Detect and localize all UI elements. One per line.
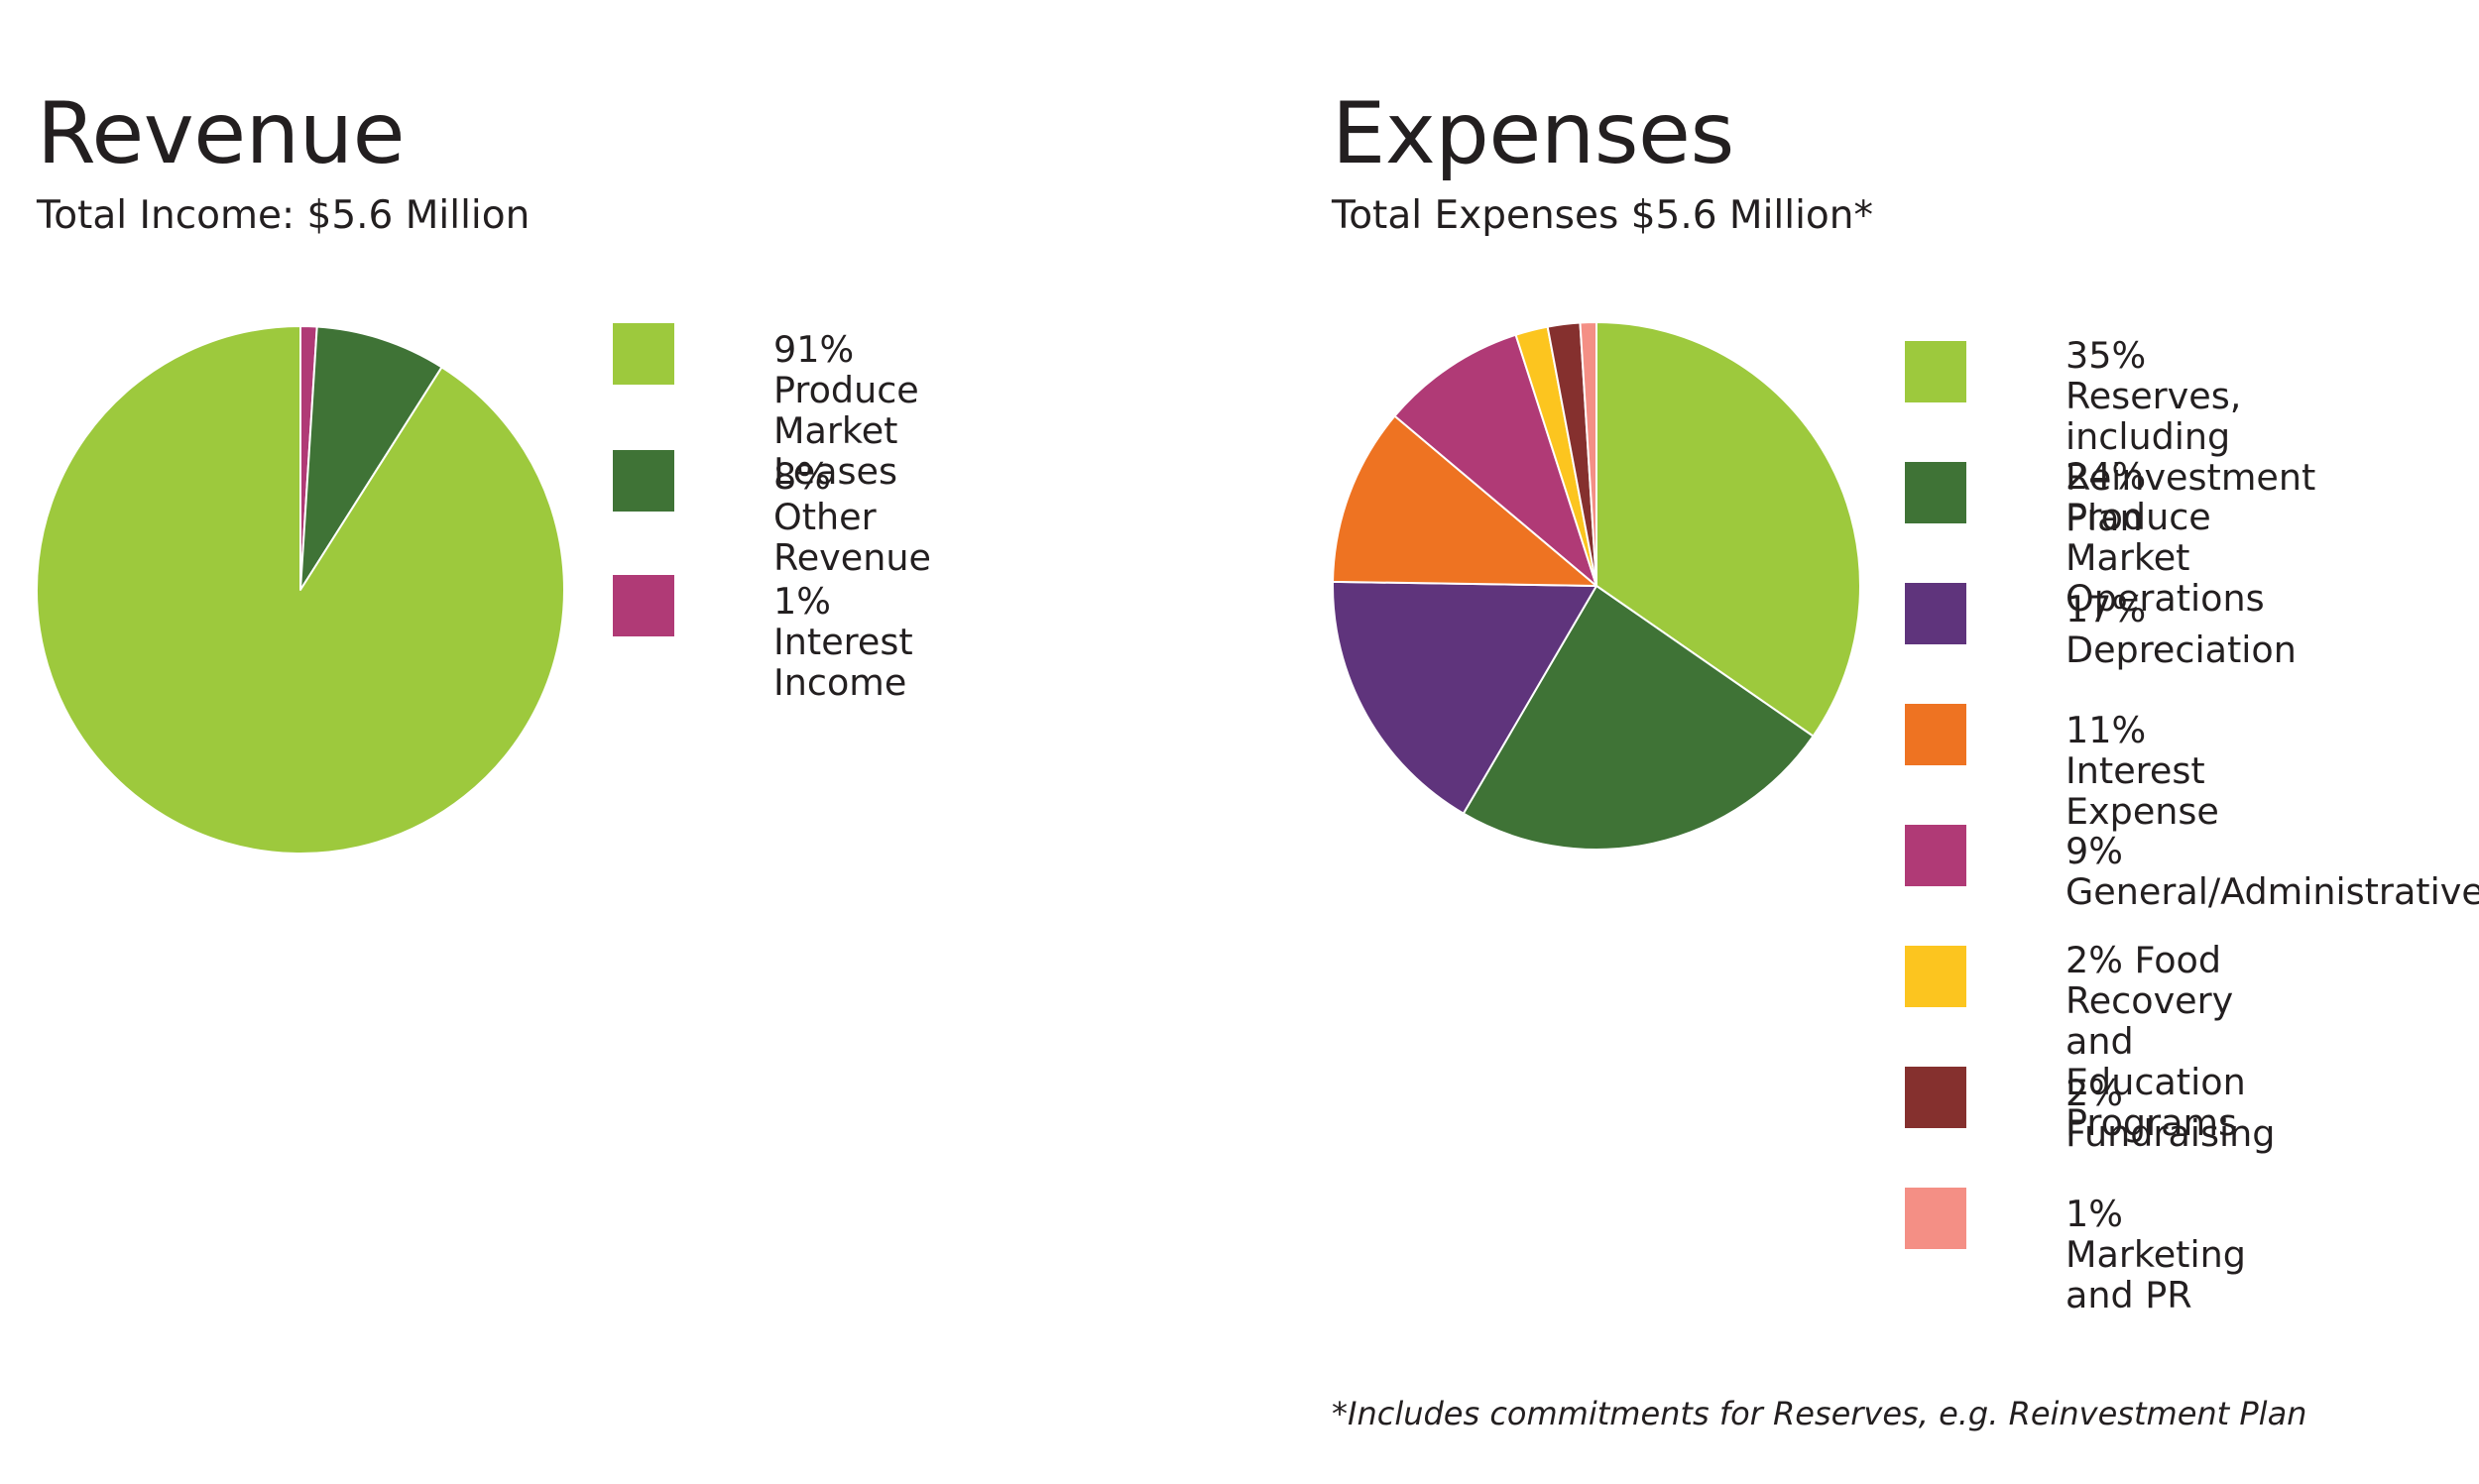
legend-label: 9% General/Administrative [2066, 830, 2479, 913]
legend-swatch [1905, 825, 1966, 886]
pie-slice [1393, 333, 1597, 587]
expenses-legend-item: 11% Interest Expense [1905, 704, 2219, 832]
expenses-pie-chart [1332, 321, 1862, 851]
legend-label: 35% Reserves, including Reinvestment Pla… [2066, 334, 2316, 539]
revenue-legend-item: 1% Interest Income [613, 575, 913, 703]
pie-slice [1332, 580, 1597, 815]
legend-swatch [1905, 583, 1966, 644]
expenses-legend-item: 9% General/Administrative [1905, 825, 2479, 912]
expenses-legend-item: 24% Produce Market Operations [1905, 456, 2265, 619]
legend-swatch [1905, 946, 1966, 1007]
legend-swatch [613, 323, 674, 385]
revenue-legend-item: 8% Other Revenue [613, 450, 931, 578]
legend-label: 17% Depreciation [2066, 588, 2297, 671]
revenue-title: Revenue [37, 84, 406, 183]
expenses-panel: Expenses Total Expenses $5.6 Million* 35… [1289, 0, 2479, 1484]
pie-slice [1332, 414, 1597, 587]
legend-label: 2% Fundraising [2066, 1072, 2276, 1155]
pie-slice [36, 325, 565, 855]
legend-label: 1% Interest Income [773, 580, 913, 704]
expenses-legend-item: 2% Food Recovery and Education Programs [1905, 940, 2246, 1143]
pie-slice [1595, 321, 1862, 738]
revenue-panel: Revenue Total Income: $5.6 Million 91% P… [36, 84, 931, 855]
legend-swatch [613, 450, 674, 512]
expenses-footnote: *Includes commitments for Reserves, e.g.… [1332, 1395, 2307, 1432]
legend-label: 91% Produce Market Leases [773, 328, 919, 493]
pie-slice [299, 325, 443, 591]
expenses-legend-item: 2% Fundraising [1905, 1067, 2275, 1154]
expenses-legend-item: 35% Reserves, including Reinvestment Pla… [1905, 335, 2315, 538]
pie-slice [1579, 321, 1597, 587]
revenue-pie-chart [36, 325, 565, 855]
legend-swatch [1905, 1188, 1966, 1249]
legend-swatch [1905, 704, 1966, 765]
legend-label: 24% Produce Market Operations [2066, 455, 2265, 620]
legend-swatch [613, 575, 674, 636]
legend-swatch [1905, 462, 1966, 523]
revenue-subtitle: Total Income: $5.6 Million [37, 193, 531, 238]
legend-label: 11% Interest Expense [2066, 709, 2219, 833]
legend-swatch [1905, 1067, 1966, 1128]
expenses-subtitle: Total Expenses $5.6 Million* [1332, 193, 1873, 238]
legend-label: 8% Other Revenue [773, 455, 931, 579]
revenue-legend-item: 91% Produce Market Leases [613, 323, 919, 492]
legend-swatch [1905, 341, 1966, 402]
expenses-legend-item: 17% Depreciation [1905, 583, 2297, 670]
expenses-legend-item: 1% Marketing and PR [1905, 1188, 2246, 1315]
legend-label: 2% Food Recovery and Education Programs [2066, 939, 2246, 1144]
expenses-title: Expenses [1332, 84, 1734, 183]
legend-label: 1% Marketing and PR [2066, 1193, 2246, 1316]
pie-slice [1462, 585, 1815, 851]
